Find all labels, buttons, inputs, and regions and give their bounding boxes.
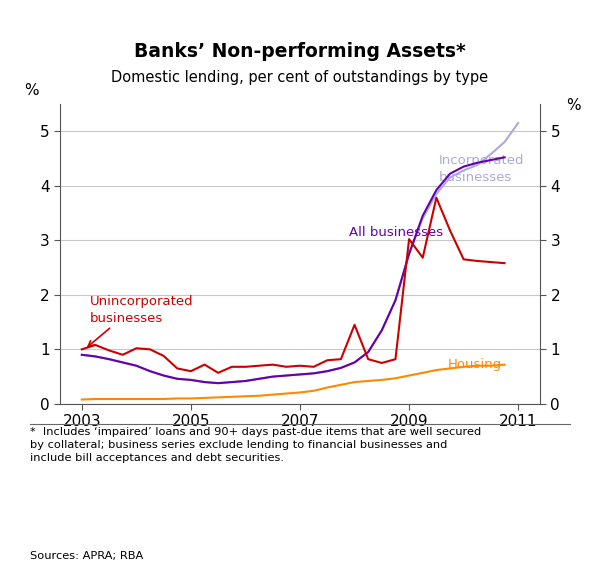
Text: All businesses: All businesses [349, 226, 443, 238]
Text: Banks’ Non-performing Assets*: Banks’ Non-performing Assets* [134, 42, 466, 61]
Y-axis label: %: % [24, 83, 38, 98]
Text: *  Includes ‘impaired’ loans and 90+ days past-due items that are well secured
b: * Includes ‘impaired’ loans and 90+ days… [30, 427, 481, 463]
Text: Domestic lending, per cent of outstandings by type: Domestic lending, per cent of outstandin… [112, 70, 488, 85]
Text: Unincorporated
businesses: Unincorporated businesses [90, 295, 194, 325]
Text: Housing: Housing [447, 358, 502, 371]
Y-axis label: %: % [566, 98, 581, 113]
Text: Incorporated
businesses: Incorporated businesses [439, 154, 524, 184]
Text: Sources: APRA; RBA: Sources: APRA; RBA [30, 551, 143, 561]
